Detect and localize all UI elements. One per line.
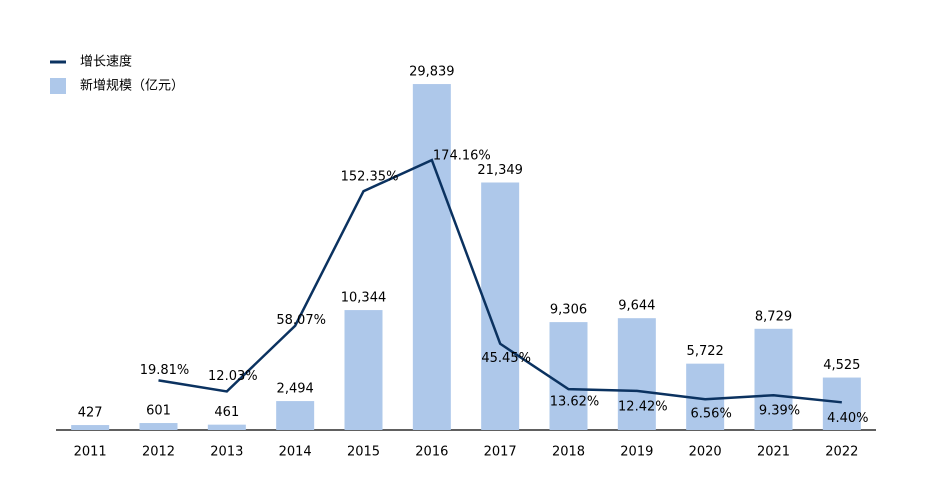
bar-value-label: 427 [78, 406, 103, 421]
bar [139, 423, 178, 430]
line-value-label: 45.45% [481, 351, 531, 366]
bar [344, 310, 383, 430]
line-value-label: 19.81% [140, 363, 190, 378]
bar-value-label: 21,349 [477, 163, 523, 178]
x-tick-label: 2013 [210, 445, 243, 460]
line-value-label: 6.56% [691, 407, 732, 422]
bar [276, 401, 315, 430]
x-tick-label: 2016 [415, 445, 448, 460]
bar [412, 84, 451, 431]
legend-bar-swatch [50, 78, 66, 94]
legend-label: 新增规模（亿元） [80, 78, 184, 94]
line-value-label: 4.40% [827, 411, 868, 426]
bar [754, 328, 793, 430]
x-tick-label: 2015 [347, 445, 380, 460]
bar [822, 377, 861, 430]
bar-value-label: 8,729 [755, 309, 792, 324]
bar-value-label: 461 [214, 405, 239, 420]
x-tick-label: 2012 [142, 445, 175, 460]
line-value-label: 13.62% [550, 395, 600, 410]
x-tick-label: 2014 [279, 445, 312, 460]
bar-value-label: 4,525 [823, 358, 860, 373]
x-tick-label: 2022 [825, 445, 858, 460]
line-value-label: 9.39% [759, 404, 800, 419]
bar-value-label: 2,494 [277, 382, 314, 397]
x-tick-label: 2017 [484, 445, 517, 460]
bar [71, 425, 110, 430]
line-value-label: 58.07% [276, 313, 326, 328]
bar-value-label: 9,306 [550, 303, 587, 318]
line [158, 158, 842, 404]
line-value-label: 152.35% [341, 170, 399, 185]
bar-value-label: 9,644 [618, 299, 655, 314]
bar [617, 318, 656, 430]
legend-label: 增长速度 [80, 54, 132, 70]
bar [549, 322, 588, 430]
bar-value-label: 10,344 [341, 291, 387, 306]
x-tick-label: 2020 [689, 445, 722, 460]
x-tick-label: 2018 [552, 445, 585, 460]
bar-value-label: 5,722 [687, 344, 724, 359]
x-tick-label: 2019 [620, 445, 653, 460]
x-tick-label: 2021 [757, 445, 790, 460]
line-value-label: 12.42% [618, 399, 668, 414]
line-value-label: 174.16% [433, 149, 491, 164]
x-tick-label: 2011 [74, 445, 107, 460]
bar-value-label: 601 [146, 404, 171, 419]
bar-value-label: 29,839 [409, 65, 455, 80]
bar [207, 424, 246, 430]
line-value-label: 12.03% [208, 369, 258, 384]
